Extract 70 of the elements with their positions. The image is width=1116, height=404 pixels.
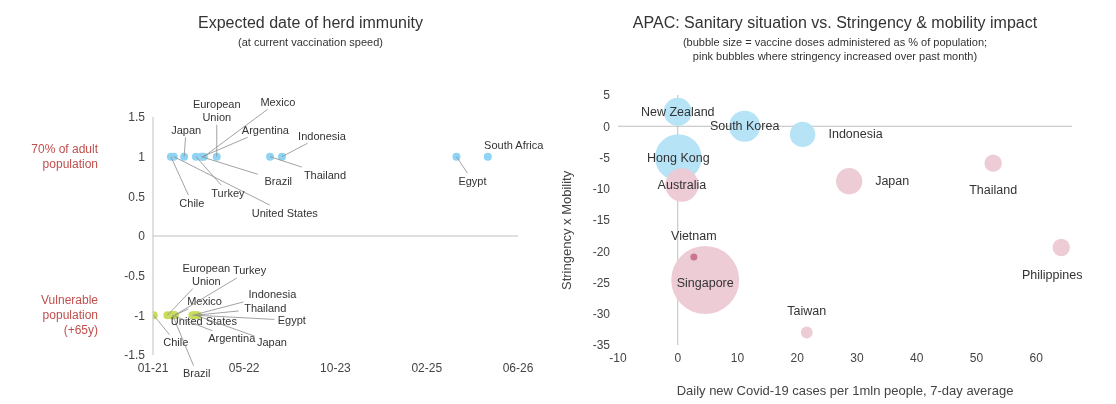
y-tick-label: 0	[138, 229, 146, 244]
annotation: Brazil	[182, 367, 211, 380]
annotation: Chile	[179, 196, 205, 209]
y-tick-label: -5	[599, 150, 611, 165]
y-tick-label: -35	[592, 338, 611, 353]
annotation: Australia	[657, 178, 707, 192]
chart-subtitle: (bubble size = vaccine doses administered as % of population; pink bubbles where stringency increased over past month)	[681, 35, 989, 63]
annotation: Argentina	[241, 123, 290, 136]
annotation: Thailand	[969, 183, 1018, 198]
y-tick-label: -25	[592, 275, 611, 290]
annotation: Indonesia	[828, 127, 883, 142]
y-tick-label: 1	[138, 149, 146, 164]
annotation: Thailand	[244, 302, 287, 315]
annotation: Brazil	[264, 174, 293, 187]
x-tick-label: 10	[730, 350, 745, 365]
y-tick-label: 1.5	[128, 110, 146, 125]
annotation: Japan	[256, 336, 287, 349]
annotation: Indonesia	[298, 129, 347, 142]
annotation: Egypt	[277, 314, 306, 327]
annotation: Thailand	[303, 168, 347, 181]
annotation: Argentina	[208, 332, 257, 345]
text: Vulnerable population (+65y)	[41, 293, 99, 338]
annotation: Egypt	[458, 174, 487, 187]
y-tick-label: -20	[592, 244, 611, 259]
chart-title: APAC: Sanitary situation vs. Stringency & mobility impact	[631, 13, 1039, 32]
annotation: Hong Kong	[647, 150, 710, 165]
annotation: South Africa	[484, 138, 545, 151]
annotation: Indonesia	[248, 288, 298, 301]
x-tick-label: 40	[910, 350, 924, 365]
chart-title: Expected date of herd immunity	[197, 13, 424, 32]
annotation: United States	[170, 315, 238, 328]
annotation: Chile	[163, 336, 189, 349]
y-tick-label: -10	[592, 182, 611, 197]
x-tick-label: 10-23	[320, 360, 352, 375]
x-tick-label: 05-22	[228, 360, 260, 375]
x-tick-label: 01-21	[137, 360, 169, 375]
annotation: Japan	[171, 123, 202, 136]
x-axis-title: Daily new Covid-19 cases per 1mln people, 7-day average	[676, 383, 1014, 398]
annotation: Turkey	[211, 186, 246, 199]
x-tick-label: 20	[790, 350, 805, 365]
annotation: Vietnam	[671, 228, 717, 243]
annotation: New Zealand	[640, 104, 715, 119]
annotation: Mexico	[187, 295, 222, 308]
annotation: Singapore	[676, 276, 734, 290]
y-tick-label: -1.5	[124, 348, 146, 363]
annotation: Philippines	[1022, 267, 1083, 282]
x-tick-label: 02-25	[411, 360, 443, 375]
annotation: Mexico	[260, 95, 296, 108]
y-tick-label: 5	[603, 88, 611, 103]
y-tick-label: -0.5	[124, 268, 146, 283]
y-tick-label: -30	[592, 307, 611, 322]
x-tick-label: 30	[850, 350, 864, 365]
y-tick-label: -15	[592, 213, 611, 228]
annotation: Taiwan	[787, 303, 827, 318]
annotation: European Union	[192, 98, 241, 124]
x-tick-label: 06-26	[502, 360, 534, 375]
text: 70% of adult population	[31, 142, 99, 172]
annotation: Japan	[875, 174, 910, 189]
y-tick-label: 0	[603, 119, 611, 134]
annotation: United States	[251, 206, 319, 219]
annotation: European Union	[182, 261, 231, 287]
annotation: Turkey	[232, 264, 267, 277]
x-tick-label: 0	[674, 350, 682, 365]
x-tick-label: 60	[1029, 350, 1044, 365]
y-axis-title: Stringency x Mobility	[558, 170, 574, 290]
chart-subtitle: (at current vaccination speed)	[237, 35, 384, 49]
y-tick-label: -1	[134, 308, 146, 323]
x-tick-label: 50	[969, 350, 984, 365]
y-tick-label: 0.5	[128, 189, 146, 204]
annotation: South Korea	[709, 119, 780, 134]
